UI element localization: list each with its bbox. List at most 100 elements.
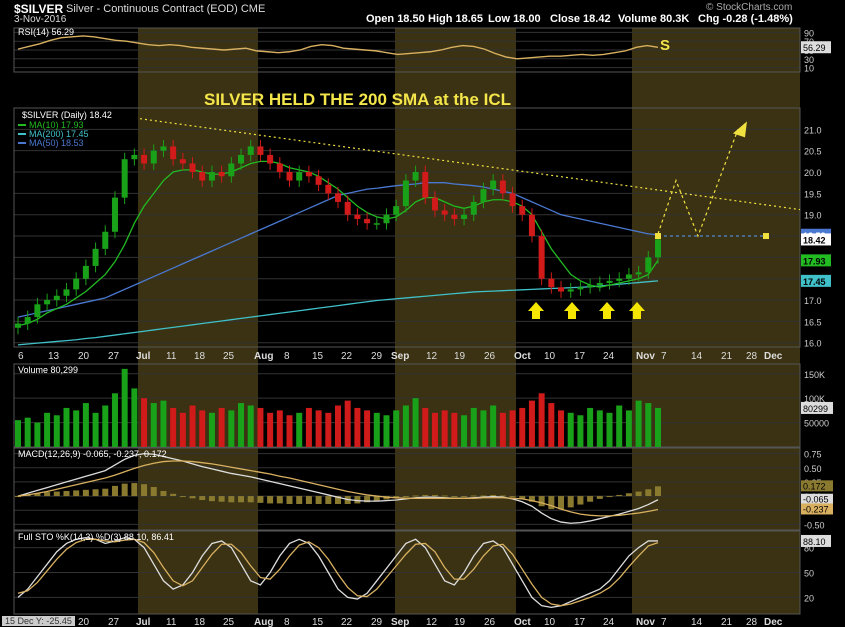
macd-value-box (801, 503, 833, 515)
macd-histogram-bar (402, 496, 409, 498)
rsi-tick-label: 10 (804, 64, 814, 74)
volume-bar (150, 403, 157, 447)
sto-tick-label: 50 (804, 569, 814, 579)
price-tick-label: 17.0 (804, 296, 822, 306)
macd-tick-label: 0.75 (804, 450, 822, 460)
bottom-x-tick-label: 25 (223, 617, 235, 627)
macd-histogram-bar (509, 496, 516, 498)
x-tick-label: 11 (166, 351, 177, 362)
volume-bar (461, 415, 468, 447)
support-up-arrow (599, 302, 615, 319)
volume-bar (606, 412, 613, 447)
macd-histogram-bar (238, 496, 245, 503)
price-tick-label: 19.5 (804, 189, 822, 199)
sto-value-box (801, 534, 831, 547)
macd-histogram-bar (150, 487, 157, 497)
macd-histogram-bar (160, 490, 167, 497)
macd-histogram-bar (412, 495, 419, 497)
candle-body (247, 146, 254, 155)
bottom-x-tick-label: 28 (746, 617, 758, 627)
candle-body (655, 239, 661, 258)
bottom-x-tick-label: Jul (136, 617, 151, 627)
candle-body (393, 206, 400, 215)
annotation-title: SILVER HELD THE 200 SMA at the ICL (204, 90, 511, 109)
high-quote: High 18.65 (428, 13, 484, 25)
rsi-tick-label: 30 (804, 55, 814, 65)
x-tick-label: Oct (514, 351, 531, 362)
candle-body (451, 214, 458, 219)
volume-bar (34, 422, 41, 447)
macd-value-box (801, 493, 833, 505)
macd-histogram-bar (228, 496, 235, 503)
close-quote: Close 18.42 (550, 13, 611, 25)
volume-bar (267, 412, 274, 447)
candle-body (296, 172, 303, 181)
bottom-x-tick-label: 17 (574, 617, 586, 627)
macd-histogram-bar (199, 496, 206, 501)
volume-bar (567, 412, 574, 447)
macd-histogram-bar (577, 496, 584, 505)
sto-tick-label: 80 (804, 544, 814, 554)
x-tick-label: Dec (764, 351, 783, 362)
macd-histogram-bar (131, 483, 138, 497)
volume-bar (354, 407, 361, 447)
macd-histogram-bar (121, 483, 128, 497)
x-tick-label: 29 (371, 351, 383, 362)
bottom-x-tick-label: 12 (426, 617, 438, 627)
macd-histogram-bar (431, 494, 438, 497)
macd-tick-label: 0.50 (804, 464, 822, 474)
candle-body (519, 206, 526, 215)
candle-body (587, 285, 594, 288)
volume-bar (528, 400, 535, 447)
candle-body (606, 280, 613, 283)
symbol[interactable]: $SILVER (14, 2, 64, 16)
volume-bar (325, 412, 332, 447)
volume-bar (431, 412, 438, 447)
brand-watermark: © StockCharts.com (706, 2, 793, 13)
candle-body (189, 163, 196, 173)
candle-body (335, 193, 341, 202)
candle-body (63, 289, 70, 296)
instrument-name: Silver - Continuous Contract (EOD) CME (66, 3, 266, 15)
volume-bar (131, 388, 138, 447)
x-tick-label: 13 (48, 351, 60, 362)
volume-bar (44, 412, 51, 447)
candle-body (170, 146, 177, 160)
volume-bar (655, 407, 661, 447)
x-tick-label: Jul (136, 351, 151, 362)
price-legend: $SILVER (Daily) 18.42 (22, 110, 112, 120)
macd-histogram-bar (461, 496, 468, 498)
x-tick-label: 27 (108, 351, 120, 362)
candle-body (470, 201, 477, 215)
macd-histogram-bar (247, 496, 254, 503)
volume-bar (596, 410, 603, 447)
x-tick-label: 24 (603, 351, 615, 362)
volume-bar (373, 412, 380, 447)
macd-histogram-bar (528, 496, 535, 502)
bottom-x-tick-label: 14 (691, 617, 703, 627)
candle-body (509, 193, 516, 207)
macd-histogram-bar (606, 496, 613, 498)
volume-bar (53, 415, 60, 447)
macd-histogram-bar (335, 496, 341, 504)
macd-value-box (801, 480, 833, 492)
macd-histogram-bar (257, 496, 264, 503)
x-tick-label: Sep (391, 351, 409, 362)
macd-histogram-bar (354, 496, 361, 504)
volume-bar (228, 410, 235, 447)
low-quote: Low 18.00 (488, 13, 541, 25)
candle-body (431, 197, 438, 211)
candle-body (548, 278, 555, 288)
candle-body (373, 223, 380, 225)
volume-bar (441, 410, 448, 447)
s-marker: S (660, 37, 671, 54)
x-tick-label: 25 (223, 351, 235, 362)
chart-header: $SILVER Silver - Continuous Contract (EO… (0, 0, 845, 26)
volume-tick-label: 50000 (804, 419, 829, 429)
sto-k-line (17, 536, 658, 609)
candle-body (286, 172, 293, 181)
bottom-x-tick-label: Sep (391, 617, 409, 627)
macd-histogram-bar (625, 493, 632, 497)
macd-histogram-bar (373, 496, 380, 502)
